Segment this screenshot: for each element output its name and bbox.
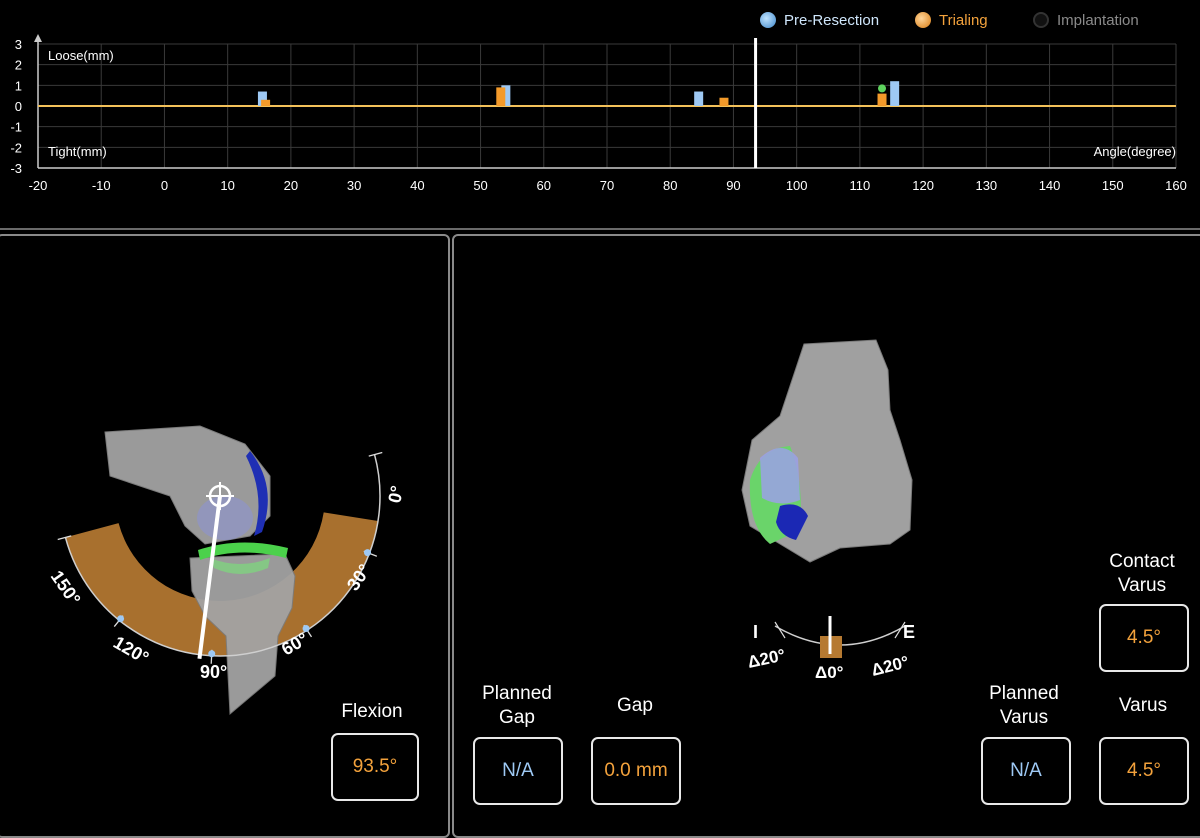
x-tick-label: 80 <box>663 178 677 193</box>
legend-pre-resection[interactable]: Pre-Resection <box>760 8 879 32</box>
rotation-center-value: Δ0° <box>815 663 844 682</box>
arc-label-150: 150° <box>47 567 85 609</box>
y-label-loose: Loose(mm) <box>48 48 114 63</box>
x-tick-label: 20 <box>284 178 298 193</box>
section-divider <box>0 228 1200 230</box>
femur-model <box>104 425 271 545</box>
bar-pre-resection <box>694 91 704 106</box>
y-tick-label: 2 <box>15 58 22 73</box>
arc-marker <box>302 625 310 633</box>
y-tick-label: -3 <box>10 161 22 176</box>
flexion-range-band <box>65 512 379 656</box>
legend-trialing[interactable]: Trialing <box>915 8 988 32</box>
y-tick-label: 1 <box>15 78 22 93</box>
x-tick-label: -10 <box>92 178 111 193</box>
knee-front-view <box>741 339 913 563</box>
x-tick-label: 130 <box>975 178 997 193</box>
femur-front-model <box>741 339 913 563</box>
bar-trialing <box>496 87 506 106</box>
rotation-right-label: E <box>903 622 915 642</box>
y-tick-label: 3 <box>15 37 22 52</box>
bar-pre-resection <box>501 85 511 106</box>
bar-trialing <box>261 99 271 106</box>
contact-marker <box>878 84 887 93</box>
contact-varus-label: Contact Varus <box>1109 551 1175 596</box>
crosshair-icon <box>206 482 234 510</box>
legend-label: Implantation <box>1057 11 1139 29</box>
x-tick-label: 150 <box>1102 178 1124 193</box>
flexion-label: Flexion <box>341 701 403 722</box>
tibia-model <box>189 542 296 716</box>
x-tick-label: 30 <box>347 178 361 193</box>
x-tick-label: -20 <box>29 178 48 193</box>
arc-label-0: 0° <box>384 484 407 505</box>
bar-trialing <box>719 97 729 106</box>
x-tick-label: 40 <box>410 178 424 193</box>
arc-label-90: 90° <box>200 662 227 682</box>
x-tick-label: 50 <box>473 178 487 193</box>
arc-marker <box>117 615 125 623</box>
planned-varus-value-box: N/A <box>981 737 1071 805</box>
y-tick-label: 0 <box>15 99 22 114</box>
rotation-left-value: Δ20° <box>746 645 787 672</box>
bar-trialing <box>877 93 887 106</box>
bar-pre-resection <box>890 81 900 106</box>
arc-tick <box>57 535 72 541</box>
flexion-pointer <box>197 495 222 659</box>
knee-side-view: 0° 30° 60° 90° 120° 150° <box>47 425 407 716</box>
x-tick-label: 160 <box>1165 178 1187 193</box>
y-tick-label: -2 <box>10 140 22 155</box>
y-label-tight: Tight(mm) <box>48 144 107 159</box>
y-axis-arrow <box>34 34 42 42</box>
legend-implantation[interactable]: Implantation <box>1033 8 1139 32</box>
planned-gap-value-box: N/A <box>473 737 563 805</box>
flexion-arc <box>64 454 381 657</box>
laxity-chart: -20 -10 0 10 20 30 40 50 60 70 80 90 100 110 120 130 140… <box>10 34 1187 193</box>
y-tick-label: -1 <box>10 120 22 135</box>
x-tick-label: 140 <box>1039 178 1061 193</box>
arc-marker <box>208 650 216 658</box>
x-tick-label: 120 <box>912 178 934 193</box>
check-icon <box>915 12 931 28</box>
x-tick-label: 0 <box>161 178 168 193</box>
arc-tick <box>368 451 383 457</box>
check-icon <box>760 12 776 28</box>
x-tick-label: 100 <box>786 178 808 193</box>
flexion-arc-ticks <box>57 451 383 664</box>
x-tick-label: 90 <box>726 178 740 193</box>
contact-varus-value-box: 4.5° <box>1099 604 1189 672</box>
x-axis-title: Angle(degree) <box>1094 144 1176 159</box>
bar-pre-resection <box>257 91 267 106</box>
planned-gap-label: Planned Gap <box>482 683 552 728</box>
gap-label: Gap <box>617 695 653 716</box>
x-tick-label: 60 <box>537 178 551 193</box>
varus-value-box: 4.5° <box>1099 737 1189 805</box>
varus-label: Varus <box>1118 695 1168 716</box>
planned-varus-label: Planned Varus <box>989 683 1059 728</box>
x-tick-label: 10 <box>220 178 234 193</box>
legend-label: Pre-Resection <box>784 11 880 29</box>
pending-icon <box>1033 12 1049 28</box>
rotation-right-value: Δ20° <box>869 652 911 680</box>
rotation-gauge: I E Δ20° Δ0° Δ20° <box>746 616 915 682</box>
x-tick-label: 110 <box>850 178 871 193</box>
gap-value-box: 0.0 mm <box>591 737 681 805</box>
rotation-left-label: I <box>753 622 758 642</box>
arc-marker <box>364 549 372 557</box>
flexion-value-box: 93.5° <box>331 733 419 801</box>
x-tick-label: 70 <box>600 178 614 193</box>
legend-label: Trialing <box>939 11 988 29</box>
